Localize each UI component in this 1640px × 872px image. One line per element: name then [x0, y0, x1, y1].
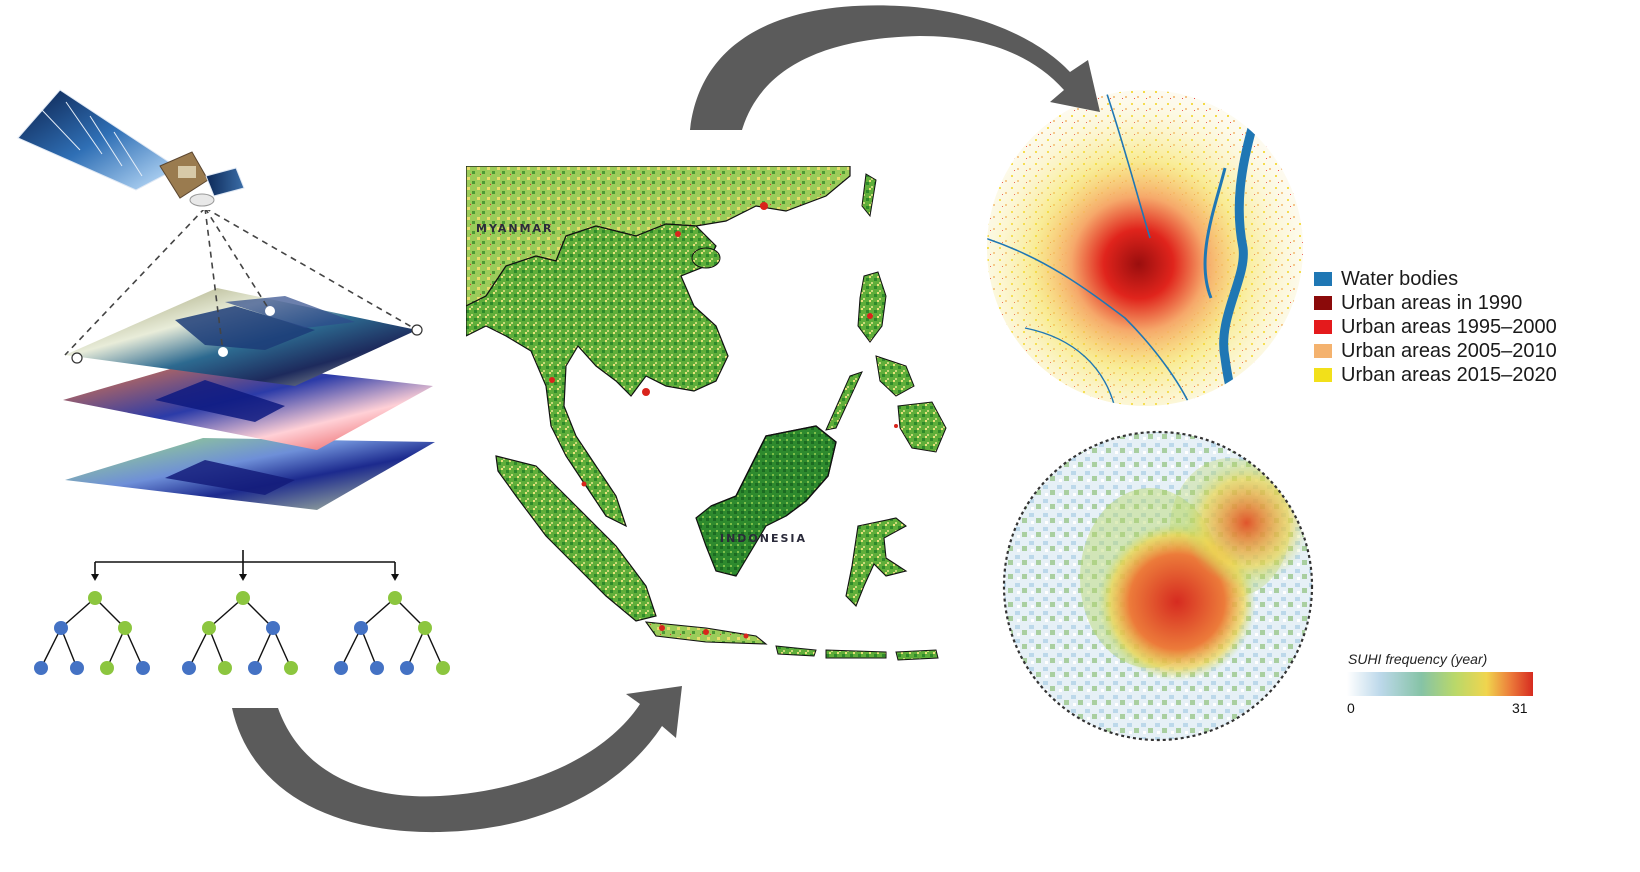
legend-swatch-urban-1995-2000 [1314, 320, 1332, 334]
tree-edge [188, 627, 210, 669]
tree-leaf-node [182, 661, 196, 675]
tree-edge [208, 597, 244, 629]
suhi-frequency-map [1000, 428, 1316, 744]
sumatra-island [495, 455, 657, 622]
tree-root-node [236, 591, 250, 605]
tree-arrow-head [391, 574, 399, 581]
legend-label: Urban areas 2015–2020 [1341, 363, 1557, 386]
legend-label: Urban areas 2005–2010 [1341, 339, 1557, 362]
arrow-trees-to-map [232, 686, 682, 833]
urban-expansion-map [985, 88, 1305, 408]
tree-internal-node [202, 621, 216, 635]
philippines-visayas [875, 355, 915, 397]
tree-edge [424, 627, 444, 669]
tree-edge [340, 627, 362, 669]
legend-item-urban-1990: Urban areas in 1990 [1314, 290, 1522, 316]
legend-label: Urban areas 1995–2000 [1341, 315, 1557, 338]
philippines-luzon [857, 271, 887, 343]
tree-leaf-node [370, 661, 384, 675]
suhi-scale-title: SUHI frequency (year) [1348, 651, 1488, 667]
tree-edge [94, 597, 126, 629]
suhi-scale-min: 0 [1347, 700, 1355, 716]
tree-arrow-head [239, 574, 247, 581]
philippines-mindanao [897, 401, 947, 453]
tree-edge [40, 627, 62, 669]
tree-edge [60, 597, 96, 629]
tree-edge [242, 597, 274, 629]
legend-swatch-urban-1990 [1314, 296, 1332, 310]
tree-arrow-head [91, 574, 99, 581]
taiwan-island [861, 173, 877, 218]
tree-edge [360, 627, 378, 669]
palawan-island [825, 371, 863, 431]
legend-item-water: Water bodies [1314, 266, 1458, 292]
tree-internal-node [118, 621, 132, 635]
suhi-colorbar [1347, 672, 1533, 696]
tree-edge [106, 627, 126, 669]
urban-hotspots [549, 202, 898, 639]
tree-edge [124, 627, 144, 669]
indochina-peninsula [466, 223, 729, 528]
urban-legend: Water bodies Urban areas in 1990 Urban a… [1314, 266, 1634, 396]
tree-edge [272, 627, 292, 669]
tree-leaf-node [34, 661, 48, 675]
image-layer-stack [55, 210, 445, 540]
map-label-indonesia: INDONESIA [720, 532, 807, 545]
legend-swatch-urban-2005-2010 [1314, 344, 1332, 358]
legend-label: Urban areas in 1990 [1341, 291, 1523, 314]
legend-swatch-water [1314, 272, 1332, 286]
southeast-asia-map: MYANMAR INDONESIA [466, 166, 952, 668]
sulawesi-island [845, 517, 908, 607]
legend-label: Water bodies [1341, 267, 1459, 290]
borneo-island [695, 425, 837, 577]
legend-item-urban-2005-2010: Urban areas 2005–2010 [1314, 338, 1557, 364]
tree-internal-node [354, 621, 368, 635]
tree-edge [406, 627, 426, 669]
tree-edge [60, 627, 78, 669]
legend-item-urban-1995-2000: Urban areas 1995–2000 [1314, 314, 1557, 340]
tree-root-node [388, 591, 402, 605]
legend-item-urban-2015-2020: Urban areas 2015–2020 [1314, 362, 1557, 388]
map-label-myanmar: MYANMAR [476, 222, 554, 235]
tree-leaf-node [100, 661, 114, 675]
tree-internal-node [54, 621, 68, 635]
tree-leaf-node [136, 661, 150, 675]
suhi-scale-max: 31 [1512, 700, 1528, 716]
tree-root-node [88, 591, 102, 605]
tree-edge [394, 597, 426, 629]
tree-leaf-node [400, 661, 414, 675]
tree-internal-node [266, 621, 280, 635]
tree-leaf-node [334, 661, 348, 675]
tree-leaf-node [218, 661, 232, 675]
tree-edge [360, 597, 396, 629]
tree-internal-node [418, 621, 432, 635]
tree-leaf-node [284, 661, 298, 675]
random-forest-diagram [20, 550, 460, 690]
hainan-island [691, 247, 721, 269]
tree-edge [254, 627, 274, 669]
tree-leaf-node [248, 661, 262, 675]
tree-leaf-node [70, 661, 84, 675]
satellite-illustration [10, 80, 250, 220]
legend-swatch-urban-2015-2020 [1314, 368, 1332, 382]
tree-leaf-node [436, 661, 450, 675]
tree-edge [208, 627, 226, 669]
